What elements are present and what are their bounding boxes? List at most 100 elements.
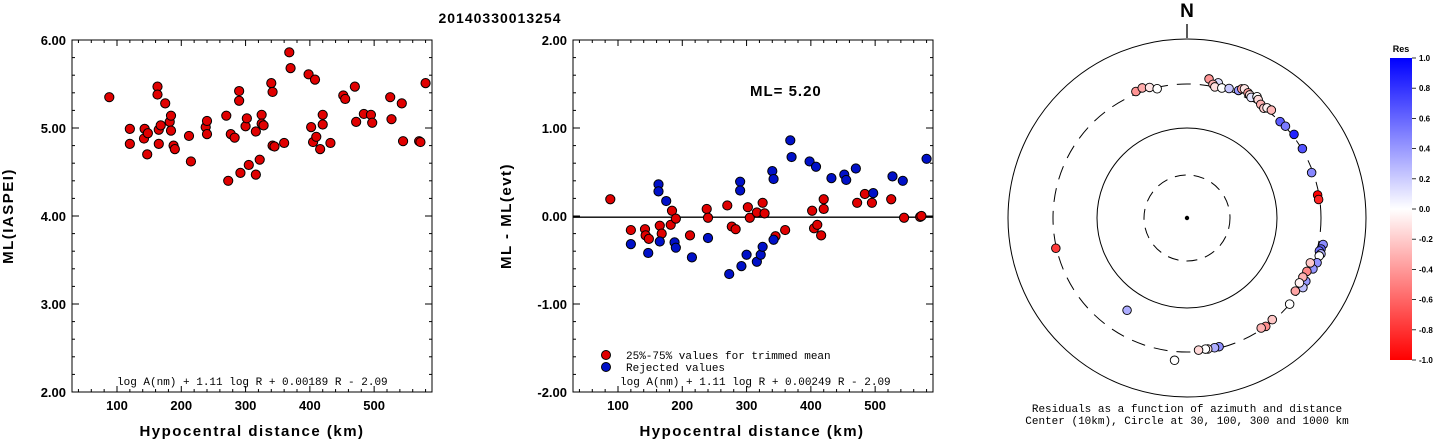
data-point [351,116,362,127]
trimmed-mean-point [605,194,616,205]
legend-marker-rejected [601,362,611,372]
trimmed-mean-point [807,205,818,216]
trimmed-mean-point [722,200,733,211]
data-point [243,159,254,171]
rejected-point [686,252,698,263]
x-axis-label: Hypocentral distance (km) [139,423,364,440]
station-point [1152,84,1162,94]
rejected-point [735,185,746,196]
station-point [1266,105,1277,115]
trimmed-mean-point [702,212,714,223]
colorbar-gradient [1390,58,1412,360]
rejected-point [786,151,797,163]
rejected-point [841,174,852,186]
station-point [1290,286,1301,296]
colorbar-tick-label: -0.4 [1419,265,1433,274]
data-point [241,113,252,124]
magnitude-vs-distance-chart: 100 200 300 400 500 2.00 3.00 4.00 5.00 6.00 log … [0,33,433,440]
rejected-point [661,195,672,207]
figure-title: 20140330013254 [438,10,561,26]
rejected-point [735,176,746,187]
trimmed-mean-point [670,213,681,224]
colorbar-tick-label: -1.0 [1419,356,1433,365]
rejected-point [736,261,747,272]
data-point [254,154,265,165]
residual-vs-distance-chart: 100 200 300 400 500 -2.00 -1.00 0.00 1.00 2.00 ML… [498,33,934,440]
y-tick-label: 2.00 [41,385,66,400]
data-point [311,131,322,142]
data-point [142,149,153,160]
trimmed-mean-point [859,188,870,200]
ring-1000km [1007,38,1367,398]
rejected-point [868,188,879,199]
data-point [221,110,232,121]
plot-frame [71,39,433,393]
colorbar-ticks: 1.0 0.8 0.6 0.4 0.2 0.0 -0.2 -0.4 -0.6 -0.8 -1.0 [1412,54,1433,365]
x-tick-label: 200 [170,398,192,413]
data-point [201,115,213,127]
azimuth-residual-chart: N Residuals as a function of azimuth and… [1007,1,1367,428]
colorbar-tick-label: -0.2 [1419,235,1433,244]
residual-colorbar: Res 1.0 0.8 0.6 0.4 0.2 0.0 -0.2 -0.4 -0.6 -0.8 -1… [1390,44,1433,365]
trimmed-mean-point [730,224,741,235]
legend-marker-trimmed [601,350,611,360]
data-point [155,120,166,131]
station-point [1193,345,1204,355]
colorbar-tick-label: 0.6 [1419,114,1431,123]
trimmed-mean-point [818,194,829,205]
data-point [229,132,240,143]
trimmed-mean-point [742,202,753,213]
data-point [317,119,328,130]
magnitude-formula: log A(nm) + 1.11 log R + 0.00189 R - 2.0… [117,377,388,389]
rejected-point [643,247,654,259]
rejected-point [921,153,932,164]
colorbar-tick-label: -0.6 [1419,296,1433,305]
rejected-point [741,249,752,260]
data-point [201,129,213,140]
data-point [285,63,296,74]
x-tick-label: 400 [800,398,822,413]
axis-ticks: 100 200 300 400 500 -2.00 -1.00 0.00 1.00 2.00 [537,33,933,413]
rejected-point [897,175,908,186]
x-tick-label: 500 [363,398,385,413]
station-point [1306,167,1317,178]
rejected-point [724,268,735,280]
data-point [234,95,245,106]
epicenter-dot [1184,215,1190,221]
trimmed-mean-point [886,194,897,205]
colorbar-tick-label: -0.8 [1419,326,1433,335]
rejected-point [757,241,768,252]
data-point [165,125,177,136]
station-point [1294,278,1305,288]
north-label: N [1180,1,1194,22]
y-axis-label: ML(IASPEI) [0,168,17,264]
trimmed-mean-point [701,203,712,215]
rejected-point [654,236,665,247]
rejected-point [768,173,779,185]
x-tick-label: 300 [736,398,758,413]
y-tick-label: 0.00 [542,209,567,224]
station-point [1267,314,1278,325]
x-tick-label: 300 [235,398,257,413]
x-tick-label: 100 [106,398,128,413]
rejected-point [785,135,796,146]
data-point [420,78,431,89]
data-point [153,138,164,149]
polar-caption-line2: Center (10km), Circle at 30, 100, 300 an… [1025,416,1349,428]
rejected-point [850,163,861,174]
ring-30km [1143,174,1231,262]
y-tick-label: 1.00 [542,121,567,136]
y-tick-label: 3.00 [41,297,66,312]
data-point [306,122,317,133]
data-point [183,130,195,142]
ring-100km [1096,127,1278,309]
data-point [267,86,278,98]
trimmed-mean-point [852,197,863,208]
trimmed-mean-point [816,230,827,241]
station-point [1122,305,1132,316]
y-axis-label: ML - ML(evt) [498,163,515,269]
colorbar-tick-label: 0.4 [1419,145,1431,154]
data-point [367,117,378,128]
y-tick-label: 5.00 [41,121,66,136]
colorbar-tick-label: 1.0 [1419,54,1431,63]
